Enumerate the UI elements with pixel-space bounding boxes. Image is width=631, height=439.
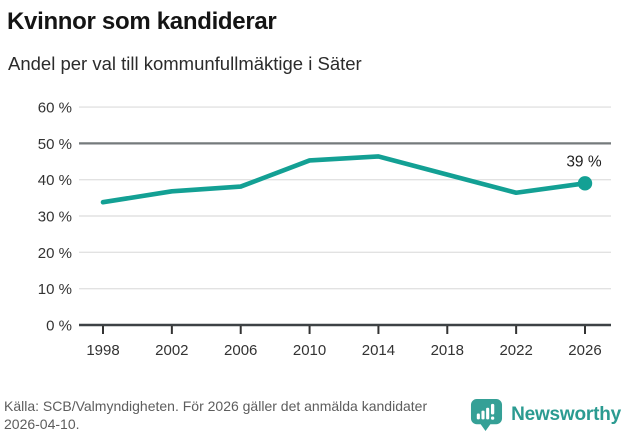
chart-footer: Källa: SCB/Valmyndigheten. För 2026 gäll… bbox=[0, 397, 631, 433]
x-axis-tick-label: 2006 bbox=[224, 342, 257, 359]
newsworthy-logo[interactable]: Newsworthy bbox=[470, 398, 621, 432]
y-axis-tick-label: 40 % bbox=[38, 172, 72, 189]
newsworthy-logo-icon bbox=[471, 398, 503, 432]
x-axis-tick-label: 2010 bbox=[293, 342, 326, 359]
x-axis-tick-label: 2014 bbox=[362, 342, 395, 359]
x-axis-tick-label: 2002 bbox=[155, 342, 188, 359]
end-point-marker bbox=[577, 176, 593, 191]
y-axis-tick-label: 60 % bbox=[38, 100, 72, 117]
y-axis-tick-label: 20 % bbox=[38, 245, 72, 262]
x-axis-tick-label: 2018 bbox=[431, 342, 464, 359]
y-axis-tick-label: 50 % bbox=[38, 136, 72, 153]
newsworthy-wordmark: Newsworthy bbox=[511, 404, 621, 425]
line-chart-canvas: 0 % 10 % 20 % 30 % 40 % 50 % 60 % 1998 2002 2006 2… bbox=[38, 100, 611, 359]
y-axis-tick-label: 30 % bbox=[38, 209, 72, 226]
chart-header: Kvinnor som kandiderar Andel per val til… bbox=[0, 0, 631, 76]
line-chart: 0 % 10 % 20 % 30 % 40 % 50 % 60 % 1998 2002 2006 2… bbox=[0, 90, 631, 380]
chart-title: Kvinnor som kandiderar bbox=[7, 8, 277, 35]
x-axis-tick-label: 2022 bbox=[499, 342, 532, 359]
end-value-label: 39 % bbox=[566, 153, 602, 170]
source-note: Källa: SCB/Valmyndigheten. För 2026 gäll… bbox=[4, 398, 428, 432]
y-axis-tick-label: 10 % bbox=[38, 281, 72, 298]
x-axis-tick-label: 1998 bbox=[86, 342, 119, 359]
x-axis-tick-label: 2026 bbox=[568, 342, 601, 359]
chart-subtitle: Andel per val till kommunfullmäktige i S… bbox=[8, 53, 362, 74]
y-axis-tick-label: 0 % bbox=[46, 318, 72, 335]
data-line bbox=[100, 154, 588, 205]
